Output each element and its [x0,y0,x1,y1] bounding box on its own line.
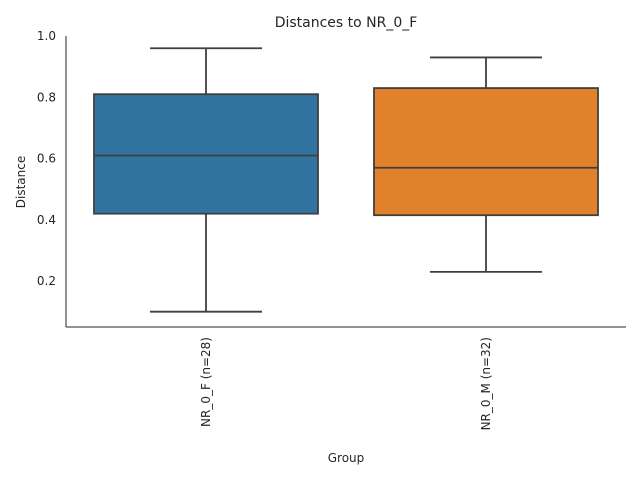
y-axis-label: Distance [14,156,28,208]
y-tick-label: 0.6 [37,152,56,166]
y-tick-label: 1.0 [37,29,56,43]
box-iqr [93,93,319,215]
y-tick-label: 0.2 [37,274,56,288]
chart-title: Distances to NR_0_F [275,15,418,31]
x-tick-label: NR_0_M (n=32) [479,337,493,430]
y-tick-label: 0.4 [37,213,56,227]
y-tick-label: 0.8 [37,90,56,104]
box-iqr [373,87,599,217]
x-tick-label: NR_0_F (n=28) [199,337,213,427]
plot-area: 0.2 0.4 0.6 0.8 1.0 NR_0_F (n=28) NR_0_M (n=32… [37,29,626,430]
x-axis-label: Group [328,451,365,465]
